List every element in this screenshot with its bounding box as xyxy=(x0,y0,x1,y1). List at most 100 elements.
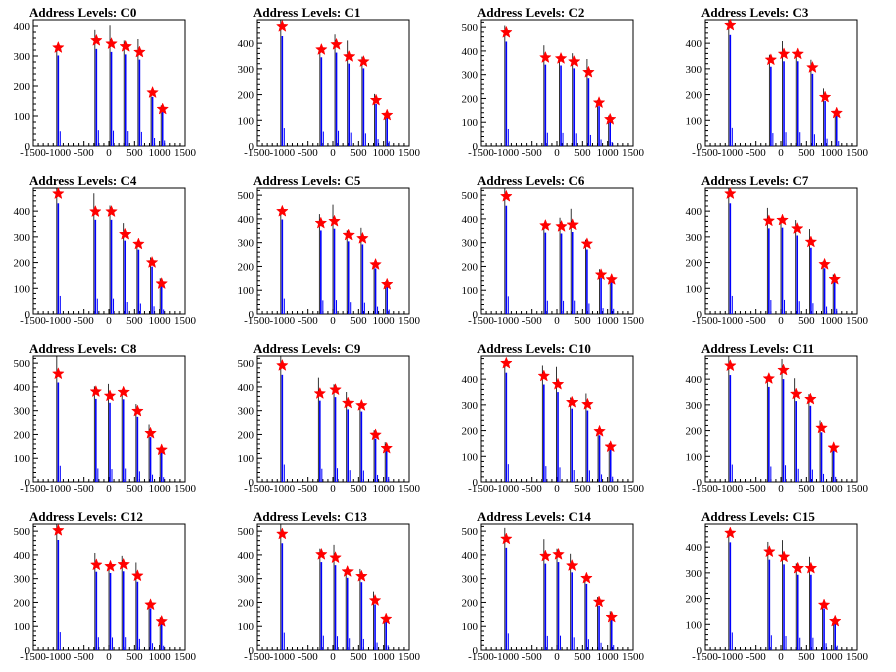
y-tick-label: 400 xyxy=(462,46,479,58)
chart-title: Address Levels: C12 xyxy=(29,509,143,524)
x-tick-label: 1000 xyxy=(373,651,396,663)
x-tick-label: -500 xyxy=(746,147,767,159)
x-tick-label: -1500 xyxy=(20,147,46,159)
peak-marker xyxy=(51,40,65,54)
y-tick-label: 100 xyxy=(462,451,479,463)
y-tick-label: 400 xyxy=(462,550,479,562)
peak-marker xyxy=(764,53,778,66)
y-tick-label: 400 xyxy=(238,38,255,50)
chart-panel-10: Address Levels: C10 0 100 200 300 400 -1500 -10… xyxy=(462,341,645,495)
x-tick-label: -1000 xyxy=(493,147,519,159)
x-tick-label: 500 xyxy=(126,147,143,159)
peak-marker xyxy=(790,221,804,235)
x-tick-label: 1000 xyxy=(373,147,396,159)
x-tick-label: -1500 xyxy=(244,651,270,663)
x-tick-label: -1500 xyxy=(692,147,718,159)
peak-marker xyxy=(565,395,579,408)
peak-marker xyxy=(342,49,356,62)
peak-marker xyxy=(89,384,103,398)
y-tick-label: 300 xyxy=(238,238,255,250)
y-tick-label: 400 xyxy=(238,550,255,562)
chart-panel-14: Address Levels: C14 0 100 200 300 400 500 -1500… xyxy=(462,509,645,663)
chart-title: Address Levels: C4 xyxy=(29,173,137,188)
peak-marker xyxy=(104,559,117,572)
x-tick-label: 0 xyxy=(330,147,336,159)
y-tick-label: 100 xyxy=(686,115,703,127)
x-tick-label: 500 xyxy=(574,147,591,159)
x-tick-label: -500 xyxy=(746,651,767,663)
x-tick-label: 1500 xyxy=(622,483,645,495)
x-tick-label: 0 xyxy=(554,147,560,159)
peak-marker xyxy=(551,377,565,390)
x-tick-label: 1000 xyxy=(597,483,620,495)
y-tick-label: 0 xyxy=(25,477,31,489)
y-tick-label: 100 xyxy=(686,619,703,631)
x-tick-label: 0 xyxy=(330,651,336,663)
peak-marker xyxy=(131,569,144,582)
peak-marker xyxy=(355,569,368,582)
x-tick-label: 1500 xyxy=(846,651,869,663)
x-tick-label: 1000 xyxy=(373,483,396,495)
peak-marker xyxy=(762,545,776,558)
y-tick-label: 100 xyxy=(462,285,479,297)
chart-panel-9: Address Levels: C90100200300400500-1500-… xyxy=(238,341,421,495)
x-tick-label: 500 xyxy=(798,483,815,495)
peak-marker xyxy=(828,272,842,285)
y-tick-label: 300 xyxy=(462,70,479,82)
y-tick-label: 200 xyxy=(238,597,255,609)
y-tick-label: 200 xyxy=(238,261,255,273)
x-tick-label: -1000 xyxy=(717,651,743,663)
peak-marker xyxy=(762,371,776,385)
peak-marker xyxy=(380,441,394,454)
y-tick-label: 0 xyxy=(473,645,479,657)
x-tick-label: 500 xyxy=(126,483,143,495)
x-tick-label: 0 xyxy=(778,315,784,327)
chart-title: Address Levels: C0 xyxy=(29,5,136,20)
y-tick-label: 300 xyxy=(238,574,255,586)
x-tick-label: -500 xyxy=(298,651,319,663)
y-tick-label: 300 xyxy=(238,406,255,418)
peak-marker xyxy=(537,369,551,382)
y-tick-label: 400 xyxy=(238,382,255,394)
peak-marker xyxy=(592,96,606,109)
x-tick-label: 0 xyxy=(106,147,112,159)
x-tick-label: -500 xyxy=(298,483,319,495)
y-tick-label: 200 xyxy=(462,426,479,438)
x-tick-label: -1500 xyxy=(692,651,718,663)
chart-panel-11: Address Levels: C11 0 100 200 300 400 -1500 -10… xyxy=(686,341,869,495)
y-tick-label: 200 xyxy=(462,261,479,273)
x-tick-label: 1500 xyxy=(622,147,645,159)
peak-marker xyxy=(789,387,803,400)
x-tick-label: -1500 xyxy=(468,651,494,663)
peak-marker xyxy=(804,235,818,248)
y-tick-label: 300 xyxy=(686,232,703,244)
x-tick-label: 1500 xyxy=(398,315,421,327)
y-tick-label: 100 xyxy=(14,283,31,295)
x-tick-label: 1500 xyxy=(398,147,421,159)
x-tick-label: -500 xyxy=(746,483,767,495)
x-tick-label: -1000 xyxy=(45,651,71,663)
peak-marker xyxy=(355,398,368,411)
x-tick-label: 500 xyxy=(350,315,367,327)
x-tick-label: 0 xyxy=(778,147,784,159)
peak-marker xyxy=(830,106,844,119)
peak-marker xyxy=(144,426,157,439)
y-tick-label: 500 xyxy=(238,526,255,538)
peak-marker xyxy=(117,557,131,570)
plot-frame xyxy=(256,19,410,147)
y-tick-label: 0 xyxy=(25,141,31,153)
peak-marker xyxy=(791,47,805,60)
peak-marker xyxy=(144,598,157,611)
y-tick-label: 200 xyxy=(686,258,703,270)
chart-panel-12: Address Levels: C12 0 100 200 300 400 500 -1500… xyxy=(14,509,197,663)
peak-marker xyxy=(777,363,790,376)
x-tick-label: 1000 xyxy=(373,315,396,327)
y-tick-label: 0 xyxy=(473,477,479,489)
peak-marker xyxy=(605,272,619,285)
x-tick-label: -1500 xyxy=(20,483,46,495)
x-tick-label: 0 xyxy=(330,315,336,327)
peak-marker xyxy=(567,54,581,68)
y-tick-label: 100 xyxy=(14,111,31,123)
chart-panel-3: Address Levels: C3 0 100 200 300 400 -1500 -100… xyxy=(686,5,869,159)
peak-marker xyxy=(538,549,552,562)
